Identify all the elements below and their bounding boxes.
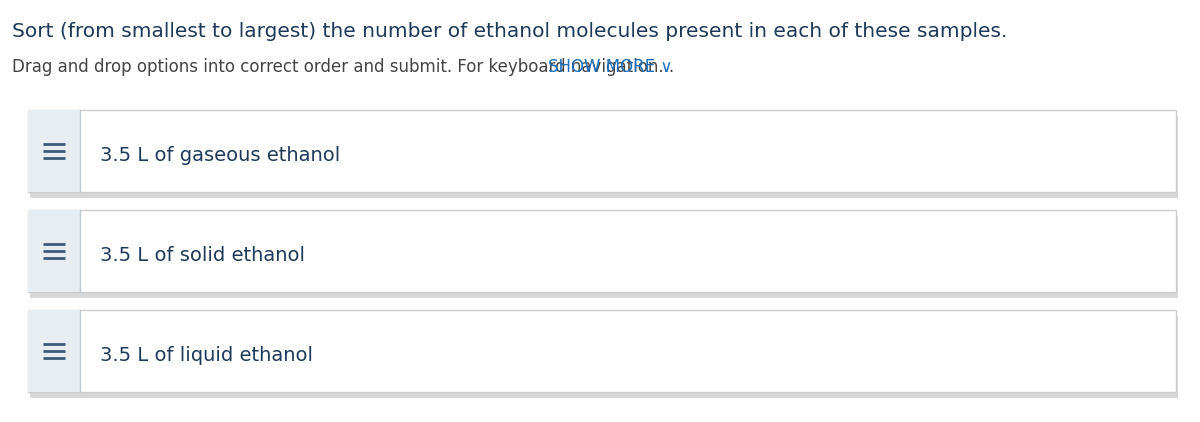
Bar	[28, 310, 1176, 392]
Bar	[28, 310, 80, 392]
Text: 3.5 L of gaseous ethanol: 3.5 L of gaseous ethanol	[100, 146, 341, 165]
Text: SHOW MORE ∨: SHOW MORE ∨	[548, 58, 672, 76]
Bar	[28, 110, 80, 192]
Text: Drag and drop options into correct order and submit. For keyboard navigation...: Drag and drop options into correct order…	[12, 58, 685, 76]
Text: Sort (from smallest to largest) the number of ethanol molecules present in each : Sort (from smallest to largest) the numb…	[12, 22, 1007, 41]
Text: 3.5 L of solid ethanol: 3.5 L of solid ethanol	[100, 246, 305, 265]
Bar	[28, 210, 1176, 292]
Bar	[30, 316, 1178, 398]
Bar	[28, 110, 1176, 192]
Text: 3.5 L of liquid ethanol: 3.5 L of liquid ethanol	[100, 346, 313, 365]
Bar	[30, 116, 1178, 198]
Bar	[28, 210, 80, 292]
Bar	[30, 216, 1178, 298]
